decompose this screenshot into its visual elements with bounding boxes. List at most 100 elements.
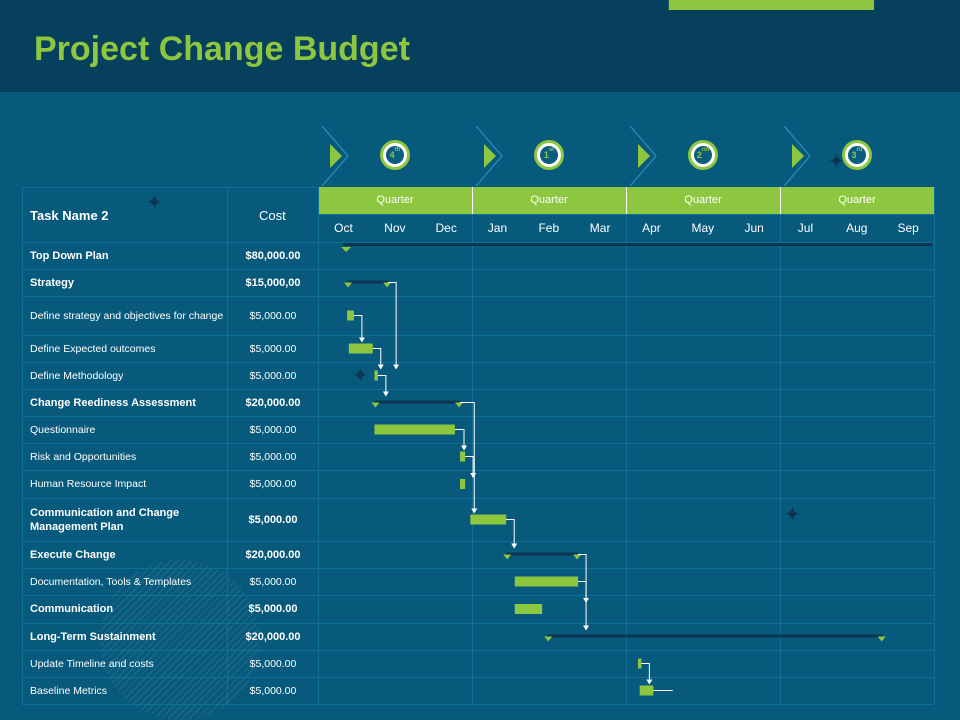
task-name-cell: Strategy: [30, 276, 75, 289]
arrow-head: [471, 508, 478, 514]
grid-line: [934, 187, 935, 704]
quarter-divider: [626, 187, 627, 214]
grid-line: [22, 269, 934, 270]
month-label: Sep: [897, 221, 919, 235]
sparkle-star-icon: ✦: [352, 365, 369, 387]
decorative-hatched-circle: [100, 560, 260, 720]
summary-bar: [374, 400, 461, 404]
cost-cell: $5,000.00: [249, 369, 297, 382]
task-bar: [639, 685, 654, 696]
sparkle-star-icon: ✦: [828, 151, 845, 173]
sparkle-star-icon: ✦: [146, 192, 163, 214]
task-name-cell: Change Reediness Assessment: [30, 396, 196, 409]
task-bar: [514, 604, 543, 614]
task-bar: [347, 310, 354, 321]
task-name-cell: Communication: [30, 603, 114, 615]
milestone-marker: [877, 636, 886, 642]
chevron-right-icon: [476, 126, 503, 186]
cost-cell: $5,000.00: [248, 513, 298, 526]
grid-line: [22, 677, 934, 678]
cost-cell: $5,000.00: [249, 684, 297, 697]
arrow-head: [461, 445, 468, 451]
dependency-arrow: [465, 456, 474, 477]
page-title: Project Change Budget: [34, 30, 410, 68]
arrow-head: [511, 543, 518, 549]
task-name-cell: Baseline Metrics: [30, 684, 108, 697]
grid-line: [22, 416, 934, 417]
phase-q4: 4th: [318, 126, 472, 186]
chevron-right-icon: [630, 126, 657, 186]
task-name-cell: Define Methodology: [30, 369, 124, 382]
quarter-label: Quarter: [838, 194, 876, 206]
phase-q1: 1st: [472, 126, 626, 186]
task-column-header: Task Name 2: [30, 208, 109, 223]
quarter-label: Quarter: [530, 194, 568, 206]
chevron-right-icon: [784, 126, 811, 186]
task-bar: [374, 370, 378, 381]
cost-cell: $20,000.00: [245, 396, 301, 409]
task-bar: [374, 424, 455, 435]
sparkle-star-icon: ✦: [784, 504, 801, 526]
chevron-right-icon: [322, 126, 349, 186]
quarter-badge: 1st: [534, 140, 564, 170]
arrow-head: [583, 625, 590, 631]
arrow-head: [382, 391, 389, 397]
quarter-badge: 3rd: [842, 140, 872, 170]
grid-line: [22, 187, 318, 188]
month-label: Jul: [797, 221, 814, 235]
arrow-head: [377, 364, 384, 370]
cost-cell: $15,000,00: [245, 276, 301, 289]
cost-cell: $80,000.00: [245, 249, 301, 262]
task-bar: [460, 451, 466, 462]
month-label: Apr: [642, 221, 661, 235]
dependency-arrow: [353, 315, 363, 342]
summary-bar: [547, 634, 883, 638]
month-label: Jun: [744, 221, 764, 235]
grid-line: [22, 650, 934, 651]
task-name-cell: Top Down Plan: [30, 249, 109, 262]
summary-bar: [347, 280, 389, 284]
task-name-cell: Define strategy and objectives for chang…: [30, 309, 224, 322]
phase-q2: 2nd: [626, 126, 780, 186]
task-name-cell: Update Timeline and costs: [30, 657, 154, 670]
cost-cell: $5,000.00: [249, 478, 297, 490]
grid-line: [22, 568, 934, 569]
grid-line: [227, 187, 228, 704]
title-bar: [0, 0, 960, 92]
task-bar: [668, 0, 875, 10]
cost-cell: $20,000.00: [245, 630, 301, 643]
milestone-marker: [344, 282, 353, 288]
quarter-label: Quarter: [376, 194, 414, 206]
grid-line: [22, 541, 934, 542]
grid-line: [22, 187, 23, 704]
quarter-label: Quarter: [684, 194, 722, 206]
task-bar: [348, 343, 373, 354]
month-label: Dec: [435, 221, 457, 235]
grid-line: [22, 623, 934, 624]
milestone-marker: [455, 402, 464, 408]
cost-cell: $5,000.00: [249, 450, 297, 463]
grid-line: [22, 362, 934, 363]
grid-line: [318, 187, 319, 704]
milestone-marker: [503, 554, 512, 560]
grid-line: [22, 595, 934, 596]
summary-bar: [343, 243, 933, 246]
grid-line: [22, 704, 934, 705]
grid-line: [22, 389, 934, 390]
arrow-head: [393, 364, 400, 370]
phase-q3: 3rd: [780, 126, 934, 186]
month-label: Mar: [589, 221, 611, 235]
cost-column-header: Cost: [259, 208, 286, 223]
month-label: Jan: [487, 221, 508, 235]
grid-line: [22, 443, 934, 444]
task-name-cell: Human Resource Impact: [30, 478, 147, 490]
cost-cell: $5,000.00: [249, 423, 297, 436]
milestone-marker: [371, 402, 380, 408]
quarter-divider: [780, 187, 781, 214]
dependency-arrow: [454, 429, 465, 450]
grid-line: [22, 470, 934, 471]
cost-cell: $5,000.00: [249, 309, 297, 322]
task-bar: [470, 514, 507, 525]
cost-cell: $5,000.00: [248, 603, 298, 615]
